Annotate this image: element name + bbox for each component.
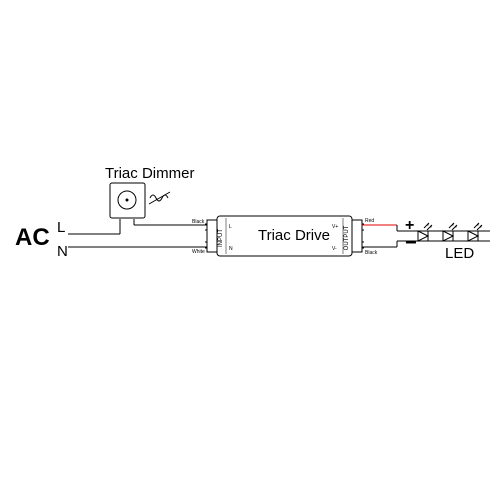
led-1-icon [418, 223, 432, 241]
ac-l-label: L [57, 219, 65, 236]
ac-label: AC [15, 224, 50, 251]
driver-vplus: V+ [332, 224, 338, 230]
driver-input-label: INPUT [218, 229, 224, 247]
black-in-label: Black [192, 219, 205, 225]
driver-vminus: V- [332, 246, 337, 252]
driver-output-label: OUTPUT [344, 225, 350, 250]
driver-right-cap [352, 220, 362, 252]
dimmer-slash-icon [149, 192, 170, 204]
driver-l: L [229, 224, 232, 230]
red-label: Red [365, 218, 374, 224]
driver-n: N [229, 246, 233, 252]
driver-title: Triac Drive [258, 227, 330, 244]
white-in-label: White [192, 249, 205, 255]
ac-n-label: N [57, 243, 68, 260]
minus-label: − [405, 232, 417, 254]
led-3-icon [468, 223, 482, 241]
dimmer-knob-center [126, 199, 129, 202]
black-out-label: Black [365, 250, 378, 256]
driver-left-cap [207, 220, 217, 252]
dimmer-title: Triac Dimmer [105, 165, 194, 182]
led-label: LED [445, 245, 474, 262]
led-2-icon [443, 223, 457, 241]
